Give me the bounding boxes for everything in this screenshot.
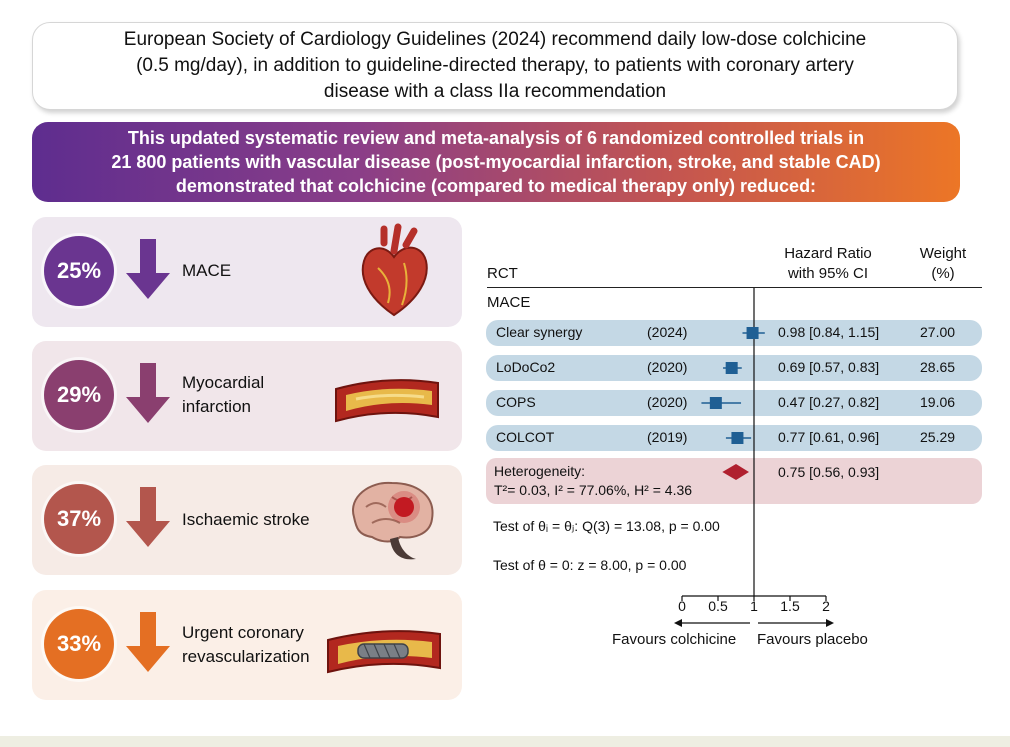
stented-artery-icon <box>327 630 441 674</box>
trial-hr: 0.69 [0.57, 0.83] <box>778 359 880 375</box>
outcome-card-urgent-revascularization: 33% Urgent coronary revascularization <box>32 590 462 700</box>
outcome-label: MACE <box>182 259 231 283</box>
percent-circle: 37% <box>44 484 114 554</box>
outcome-card-myocardial-infarction: 29% Myocardial infarction <box>32 341 462 451</box>
favours-left-label: Favours colchicine <box>612 631 737 648</box>
down-arrow-icon <box>126 612 170 672</box>
outcome-label-line: MACE <box>182 261 232 280</box>
heterogeneity-stats: T²= 0.03, I² = 77.06%, H² = 4.36 <box>494 482 693 498</box>
trial-weight: 28.65 <box>920 359 956 375</box>
percent-circle: 25% <box>44 236 114 306</box>
trial-weight: 25.29 <box>920 429 956 445</box>
summary-banner: This updated systematic review and meta-… <box>32 122 960 202</box>
brain-icon <box>352 481 434 560</box>
percent-circle: 29% <box>44 360 114 430</box>
artery-plaque-icon <box>335 379 439 423</box>
section-label: MACE <box>487 294 531 311</box>
guideline-line-2: (0.5 mg/day), in addition to guideline-d… <box>136 55 854 76</box>
heterogeneity-label: Heterogeneity: <box>494 463 586 479</box>
down-arrow-icon <box>126 239 170 299</box>
trial-hr: 0.47 [0.27, 0.82] <box>778 394 880 410</box>
point-estimate-marker <box>725 362 738 374</box>
guideline-line-1: European Society of Cardiology Guideline… <box>123 29 867 50</box>
header-rule <box>487 287 982 288</box>
percent-circle: 33% <box>44 609 114 679</box>
outcome-label: Myocardial infarction <box>182 371 264 419</box>
banner-line-2: 21 800 patients with vascular disease (p… <box>111 152 881 172</box>
trial-name: COLCOT <box>496 429 555 445</box>
banner-line-3: demonstrated that colchicine (compared t… <box>175 176 817 196</box>
favours-right-arrow-head <box>826 619 834 627</box>
x-tick-label: 2 <box>822 598 830 614</box>
outcome-card-mace: 25% MACE <box>32 217 462 327</box>
trial-year: (2020) <box>647 394 688 410</box>
down-arrow-icon <box>126 487 170 547</box>
pooled-hr: 0.75 [0.56, 0.93] <box>778 464 880 480</box>
outcome-label-line: Myocardial <box>182 373 265 392</box>
trial-weight: 27.00 <box>920 324 956 340</box>
trial-name: Clear synergy <box>496 324 583 340</box>
favours-left-arrow-head <box>674 619 682 627</box>
outcome-label-line: revascularization <box>182 647 310 666</box>
test-theta-i: Test of θᵢ = θⱼ: Q(3) = 13.08, p = 0.00 <box>493 518 720 534</box>
guideline-note: European Society of Cardiology Guideline… <box>32 22 958 110</box>
point-estimate-marker <box>709 397 722 409</box>
x-tick-label: 0.5 <box>708 598 728 614</box>
guideline-line-3: disease with a class IIa recommendation <box>323 81 667 102</box>
hr-header-line: with 95% CI <box>787 265 869 282</box>
outcome-label-line: Ischaemic stroke <box>182 510 310 529</box>
outcome-label-line: infarction <box>182 397 251 416</box>
point-estimate-marker <box>746 327 759 339</box>
trial-year: (2020) <box>647 359 688 375</box>
table-row: Clear synergy (2024) 0.98 [0.84, 1.15] 2… <box>486 320 982 346</box>
x-tick-label: 0 <box>678 598 686 614</box>
trial-name: COPS <box>496 394 536 410</box>
test-theta-0: Test of θ = 0: z = 8.00, p = 0.00 <box>493 557 687 573</box>
row-background <box>486 320 982 346</box>
pooled-diamond <box>722 464 749 480</box>
trial-hr: 0.98 [0.84, 1.15] <box>778 324 880 340</box>
point-estimate-marker <box>731 432 744 444</box>
x-tick-label: 1.5 <box>780 598 800 614</box>
column-header-rct: RCT <box>487 265 518 282</box>
heart-icon <box>361 223 428 317</box>
trial-name: LoDoCo2 <box>496 359 556 375</box>
outcome-card-ischaemic-stroke: 37% Ischaemic stroke <box>32 465 462 575</box>
outcome-label-line: Urgent coronary <box>182 623 304 642</box>
weight-header-line: Weight <box>919 245 967 262</box>
trial-year: (2019) <box>647 429 688 445</box>
favours-right-label: Favours placebo <box>757 631 868 648</box>
hr-header-line: Hazard Ratio <box>784 245 872 262</box>
trial-hr: 0.77 [0.61, 0.96] <box>778 429 880 445</box>
footer-bar <box>0 736 1010 747</box>
table-row: COLCOT (2019) 0.77 [0.61, 0.96] 25.29 <box>486 425 982 451</box>
outcome-label: Ischaemic stroke <box>182 508 310 532</box>
x-tick-label: 1 <box>750 598 758 614</box>
banner-line-1: This updated systematic review and meta-… <box>127 128 865 148</box>
outcome-label: Urgent coronary revascularization <box>182 621 310 669</box>
weight-header-line: (%) <box>931 265 955 282</box>
trial-weight: 19.06 <box>920 394 956 410</box>
trial-year: (2024) <box>647 324 688 340</box>
down-arrow-icon <box>126 363 170 423</box>
column-header-hazard-ratio: Hazard Ratio with 95% CI <box>768 244 888 284</box>
column-header-weight: Weight (%) <box>908 244 978 284</box>
